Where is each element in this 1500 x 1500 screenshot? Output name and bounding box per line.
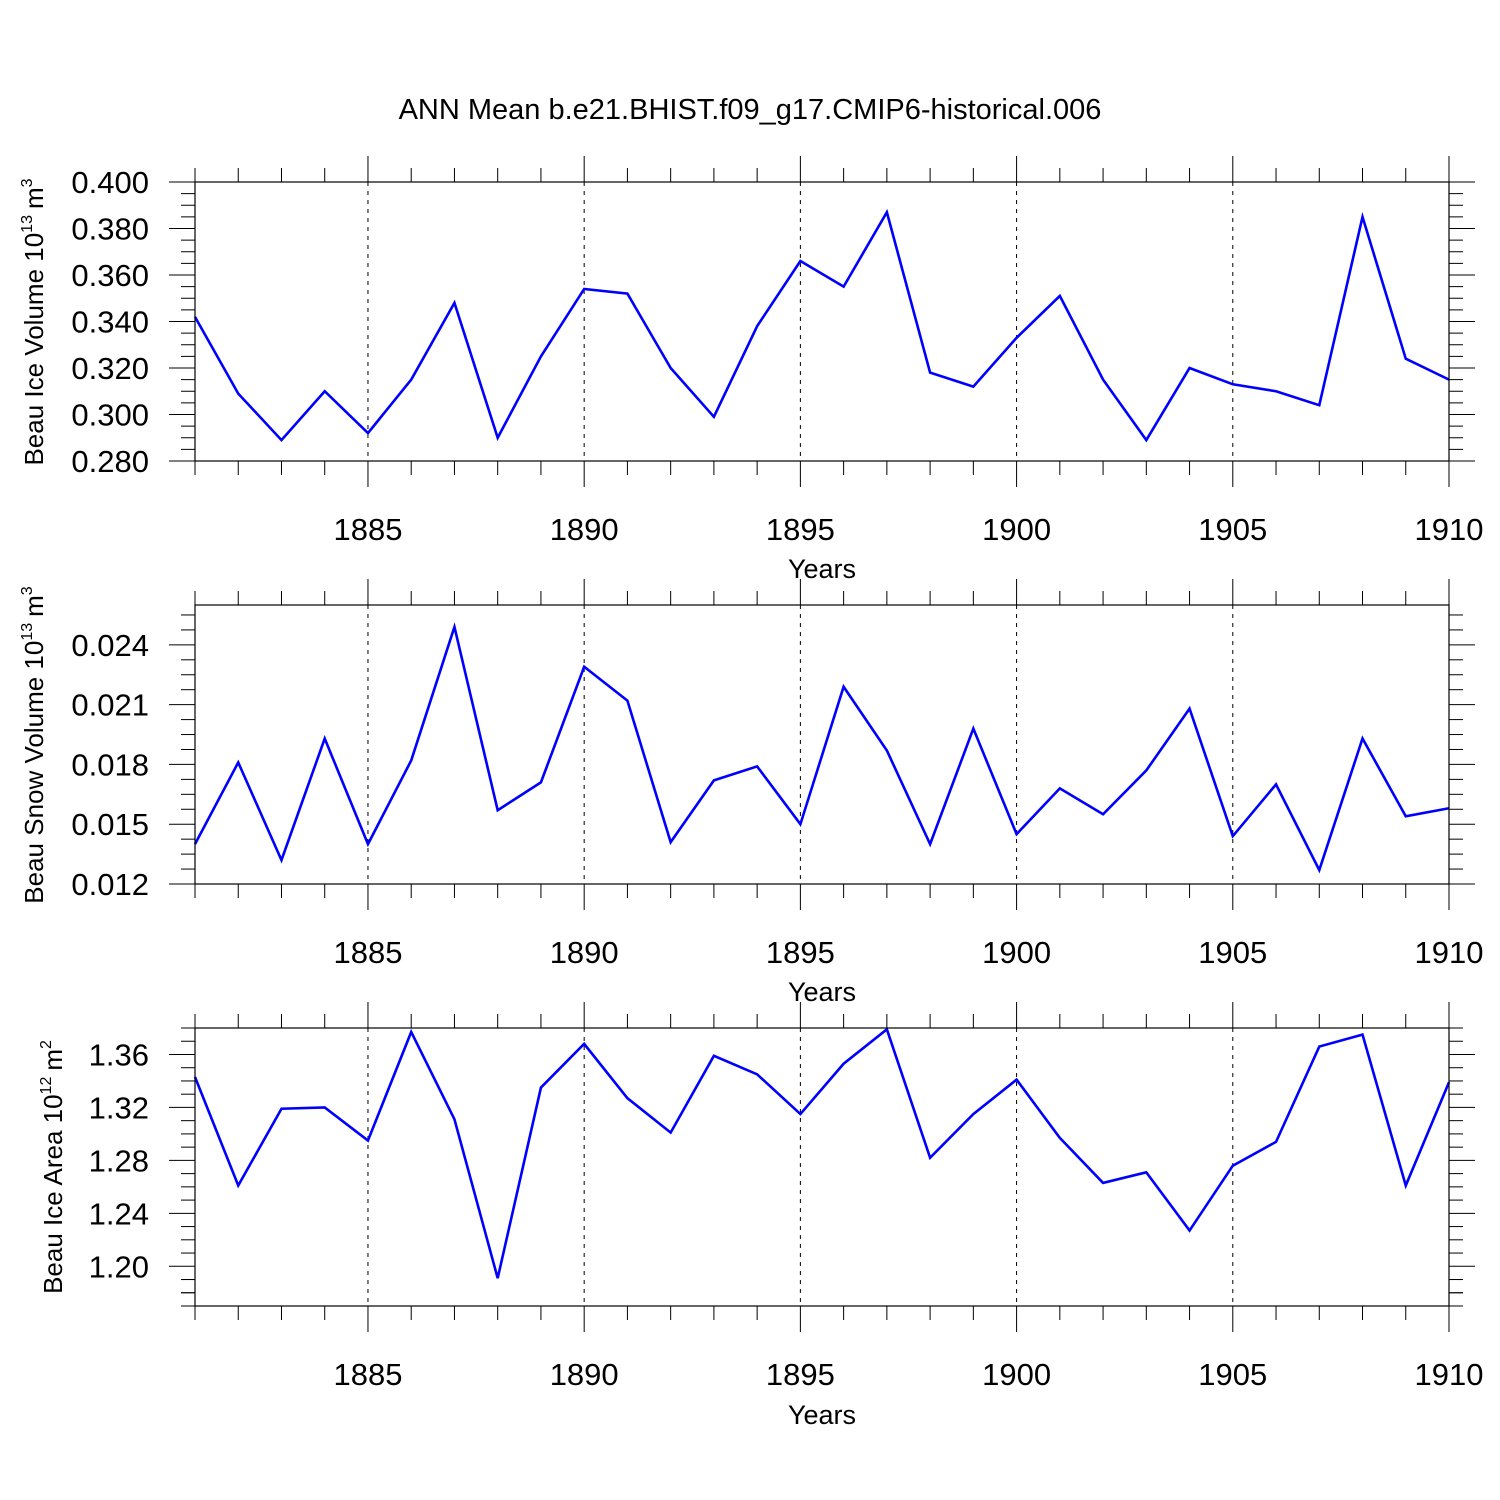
y-tick-label: 0.015	[71, 807, 149, 842]
y-axis-label-exponent: 13	[19, 215, 36, 233]
plot-frame	[194, 1027, 1450, 1307]
y-axis-label-unit-exponent: 2	[38, 1040, 55, 1049]
series-line	[193, 622, 1450, 874]
x-tick-label: 1910	[1415, 935, 1484, 970]
x-tick-label: 1910	[1415, 512, 1484, 547]
y-axis-label-unit: m	[19, 187, 49, 209]
y-tick-label: 1.32	[89, 1090, 149, 1125]
y-axis-label-unit-exponent: 3	[19, 586, 36, 595]
x-tick-label: 1895	[766, 1357, 835, 1392]
y-axis-label-text: Beau Ice Volume 10	[19, 233, 49, 466]
panel-3: 1.20 1.24 1.28 1.32 1.36 1885 1890 1895 1900 1905…	[38, 1002, 1483, 1430]
y-tick-label: 1.28	[89, 1143, 149, 1178]
y-axis-label: Beau Ice Volume 1013 m3	[19, 178, 49, 465]
plot-frame	[194, 604, 1450, 885]
chart-title: ANN Mean b.e21.BHIST.f09_g17.CMIP6-histo…	[399, 94, 1102, 126]
y-tick-label: 1.36	[89, 1037, 149, 1072]
x-axis-label: Years	[788, 977, 856, 1007]
x-tick-label: 1885	[333, 935, 402, 970]
x-tick-label: 1905	[1198, 935, 1267, 970]
x-tick-label: 1885	[333, 1357, 402, 1392]
y-tick-label: 0.300	[71, 398, 149, 433]
series-line	[193, 208, 1450, 443]
panel-1: 0.280 0.300 0.320 0.340 0.360 0.380 0.400 1885 1…	[19, 156, 1483, 584]
y-tick-label: 0.360	[71, 258, 149, 293]
x-tick-label: 1895	[766, 512, 835, 547]
x-tick-label: 1905	[1198, 512, 1267, 547]
y-axis-label-exponent: 13	[19, 623, 36, 641]
x-tick-label: 1900	[982, 935, 1051, 970]
series-line	[193, 1027, 1451, 1279]
x-tick-label: 1895	[766, 935, 835, 970]
y-tick-label: 0.340	[71, 305, 149, 340]
y-axis-label-unit-exponent: 3	[19, 178, 36, 187]
y-tick-label: 0.400	[71, 165, 149, 200]
plot-frame	[194, 181, 1450, 462]
y-axis-label-unit: m	[19, 595, 49, 617]
x-tick-label: 1900	[982, 512, 1051, 547]
y-tick-label: 0.021	[71, 688, 149, 723]
y-tick-label: 1.24	[89, 1196, 149, 1231]
x-tick-label: 1900	[982, 1357, 1051, 1392]
panel-2: 0.012 0.015 0.018 0.021 0.024 1885 1890 1895 190…	[19, 579, 1483, 1007]
y-tick-label: 0.320	[71, 351, 149, 386]
y-axis-label-text: Beau Ice Area 10	[38, 1094, 68, 1293]
x-tick-label: 1910	[1415, 1357, 1484, 1392]
y-tick-label: 0.018	[71, 747, 149, 782]
x-tick-label: 1905	[1198, 1357, 1267, 1392]
y-axis-label-exponent: 12	[38, 1077, 55, 1095]
y-tick-label: 1.20	[89, 1249, 149, 1284]
x-tick-label: 1885	[333, 512, 402, 547]
y-axis-label-text: Beau Snow Volume 10	[19, 641, 49, 904]
y-tick-label: 0.024	[71, 628, 149, 663]
x-tick-label: 1890	[550, 512, 619, 547]
y-axis-label-unit: m	[38, 1049, 68, 1071]
y-axis-label: Beau Snow Volume 1013 m3	[19, 586, 49, 904]
y-tick-label: 0.380	[71, 212, 149, 247]
y-axis-label: Beau Ice Area 1012 m2	[38, 1040, 68, 1294]
x-tick-label: 1890	[550, 935, 619, 970]
x-axis-label: Years	[788, 554, 856, 584]
y-tick-label: 0.280	[71, 444, 149, 479]
x-axis-label: Years	[788, 1400, 856, 1430]
x-tick-label: 1890	[550, 1357, 619, 1392]
y-tick-label: 0.012	[71, 867, 149, 902]
